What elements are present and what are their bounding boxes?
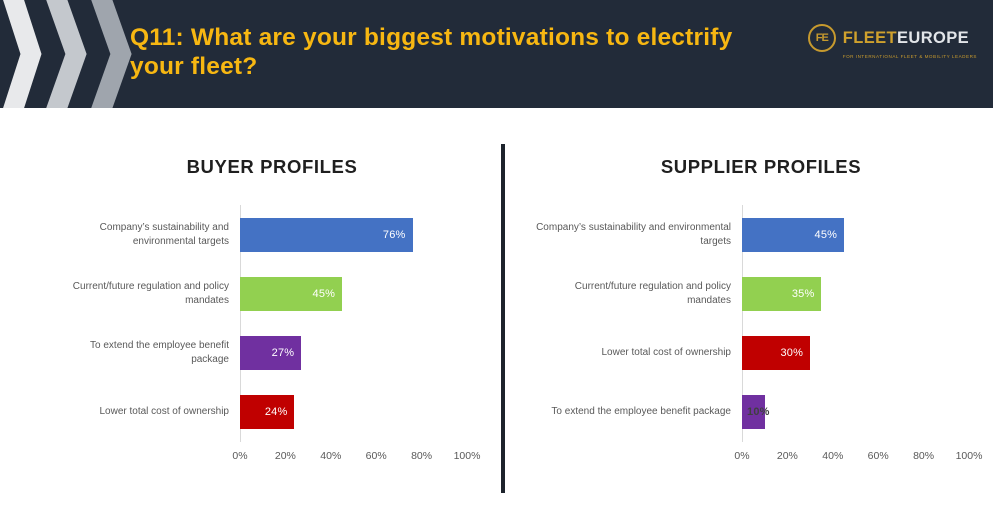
value-label: 45% [814, 228, 838, 241]
bar-row: Company’s sustainability and environment… [57, 205, 487, 264]
bar: 30% [742, 335, 811, 370]
chart-title: SUPPLIER PROFILES [660, 156, 862, 177]
x-axis-tick: 60% [365, 450, 387, 462]
bar: 35% [742, 276, 822, 311]
x-axis-tick: 0% [734, 450, 750, 462]
bar: 45% [742, 217, 845, 252]
x-axis-tick: 80% [913, 450, 935, 462]
chart-title: BUYER PROFILES [186, 156, 358, 177]
category-label: Current/future regulation and policy man… [72, 280, 229, 306]
bar-row: Company’s sustainability and environment… [535, 205, 987, 264]
value-label: 24% [264, 405, 288, 418]
category-label: Lower total cost of ownership [99, 405, 229, 417]
value-label: 27% [271, 346, 295, 359]
bar: 27% [240, 335, 302, 370]
bar-track: 76% [240, 217, 467, 252]
bar-track: 24% [240, 394, 467, 429]
x-axis-tick: 40% [320, 450, 342, 462]
bar: 24% [240, 394, 295, 429]
slide-title-line1: Q11: What are your biggest motivations t… [130, 24, 733, 51]
y-axis-line [240, 205, 241, 442]
x-axis-tick: 20% [274, 450, 296, 462]
bar-track: 30% [742, 335, 969, 370]
bar: 45% [240, 276, 343, 311]
x-axis-tick: 20% [776, 450, 798, 462]
category-label: Company’s sustainability and environment… [536, 221, 731, 247]
chevrons-decoration-icon [3, 0, 132, 108]
bar-row: To extend the employee benefit package 27… [57, 323, 487, 382]
buyer-profiles-chart: BUYER PROFILES Company’s sustainability … [57, 148, 487, 488]
category-label: To extend the employee benefit package [551, 405, 731, 417]
logo-name-fleet: FLEET [842, 28, 897, 47]
x-axis-tick: 100% [955, 450, 983, 462]
bar-track: 27% [240, 335, 467, 370]
bar: 76% [240, 217, 413, 252]
bars-area: Company’s sustainability and environment… [535, 205, 987, 441]
y-axis-line [742, 205, 743, 442]
value-label: 76% [382, 228, 406, 241]
x-axis: 0% 20% 40% 60% 80% 100% [232, 450, 480, 464]
bar-track: 45% [240, 276, 467, 311]
x-axis-tick: 40% [822, 450, 844, 462]
value-label: 35% [791, 287, 815, 300]
bar-track: 35% [742, 276, 969, 311]
category-label: Company’s sustainability and environment… [99, 221, 229, 247]
supplier-profiles-chart: SUPPLIER PROFILES Company’s sustainabili… [535, 148, 987, 488]
category-label: Lower total cost of ownership [601, 346, 731, 358]
x-axis-tick: 60% [867, 450, 889, 462]
fleeteurope-logo-name: FLEETEUROPE [843, 29, 969, 48]
x-axis-tick: 80% [411, 450, 433, 462]
category-label: Current/future regulation and policy man… [574, 280, 731, 306]
fleeteurope-logo: FE FLEETEUROPE FOR INTERNATIONAL FLEET &… [807, 24, 977, 59]
x-axis-tick: 100% [453, 450, 481, 462]
category-label: To extend the employee benefit package [90, 339, 229, 365]
bar-row: Lower total cost of ownership 24% [57, 382, 487, 441]
value-label: 30% [780, 346, 804, 359]
slide-header: Q11: What are your biggest motivations t… [0, 0, 993, 108]
charts-divider [501, 144, 505, 493]
bar-row: Current/future regulation and policy man… [535, 264, 987, 323]
bar: 10% [742, 394, 769, 429]
logo-name-europe: EUROPE [897, 28, 970, 47]
bar-row: Current/future regulation and policy man… [57, 264, 487, 323]
slide-title: Q11: What are your biggest motivations t… [130, 23, 850, 81]
value-label: 45% [312, 287, 336, 300]
fleeteurope-logo-icon: FE [807, 24, 836, 52]
x-axis-tick: 0% [232, 450, 248, 462]
slide-title-line2: your fleet? [130, 53, 258, 80]
fleeteurope-logo-tagline: FOR INTERNATIONAL FLEET & MOBILITY LEADE… [842, 54, 977, 59]
x-axis: 0% 20% 40% 60% 80% 100% [734, 450, 982, 464]
bar-track: 10% [742, 394, 969, 429]
bar-row: To extend the employee benefit package 10… [535, 382, 987, 441]
bar-row: Lower total cost of ownership 30% [535, 323, 987, 382]
value-label: 10% [747, 405, 770, 418]
bars-area: Company’s sustainability and environment… [57, 205, 487, 441]
bar-track: 45% [742, 217, 969, 252]
